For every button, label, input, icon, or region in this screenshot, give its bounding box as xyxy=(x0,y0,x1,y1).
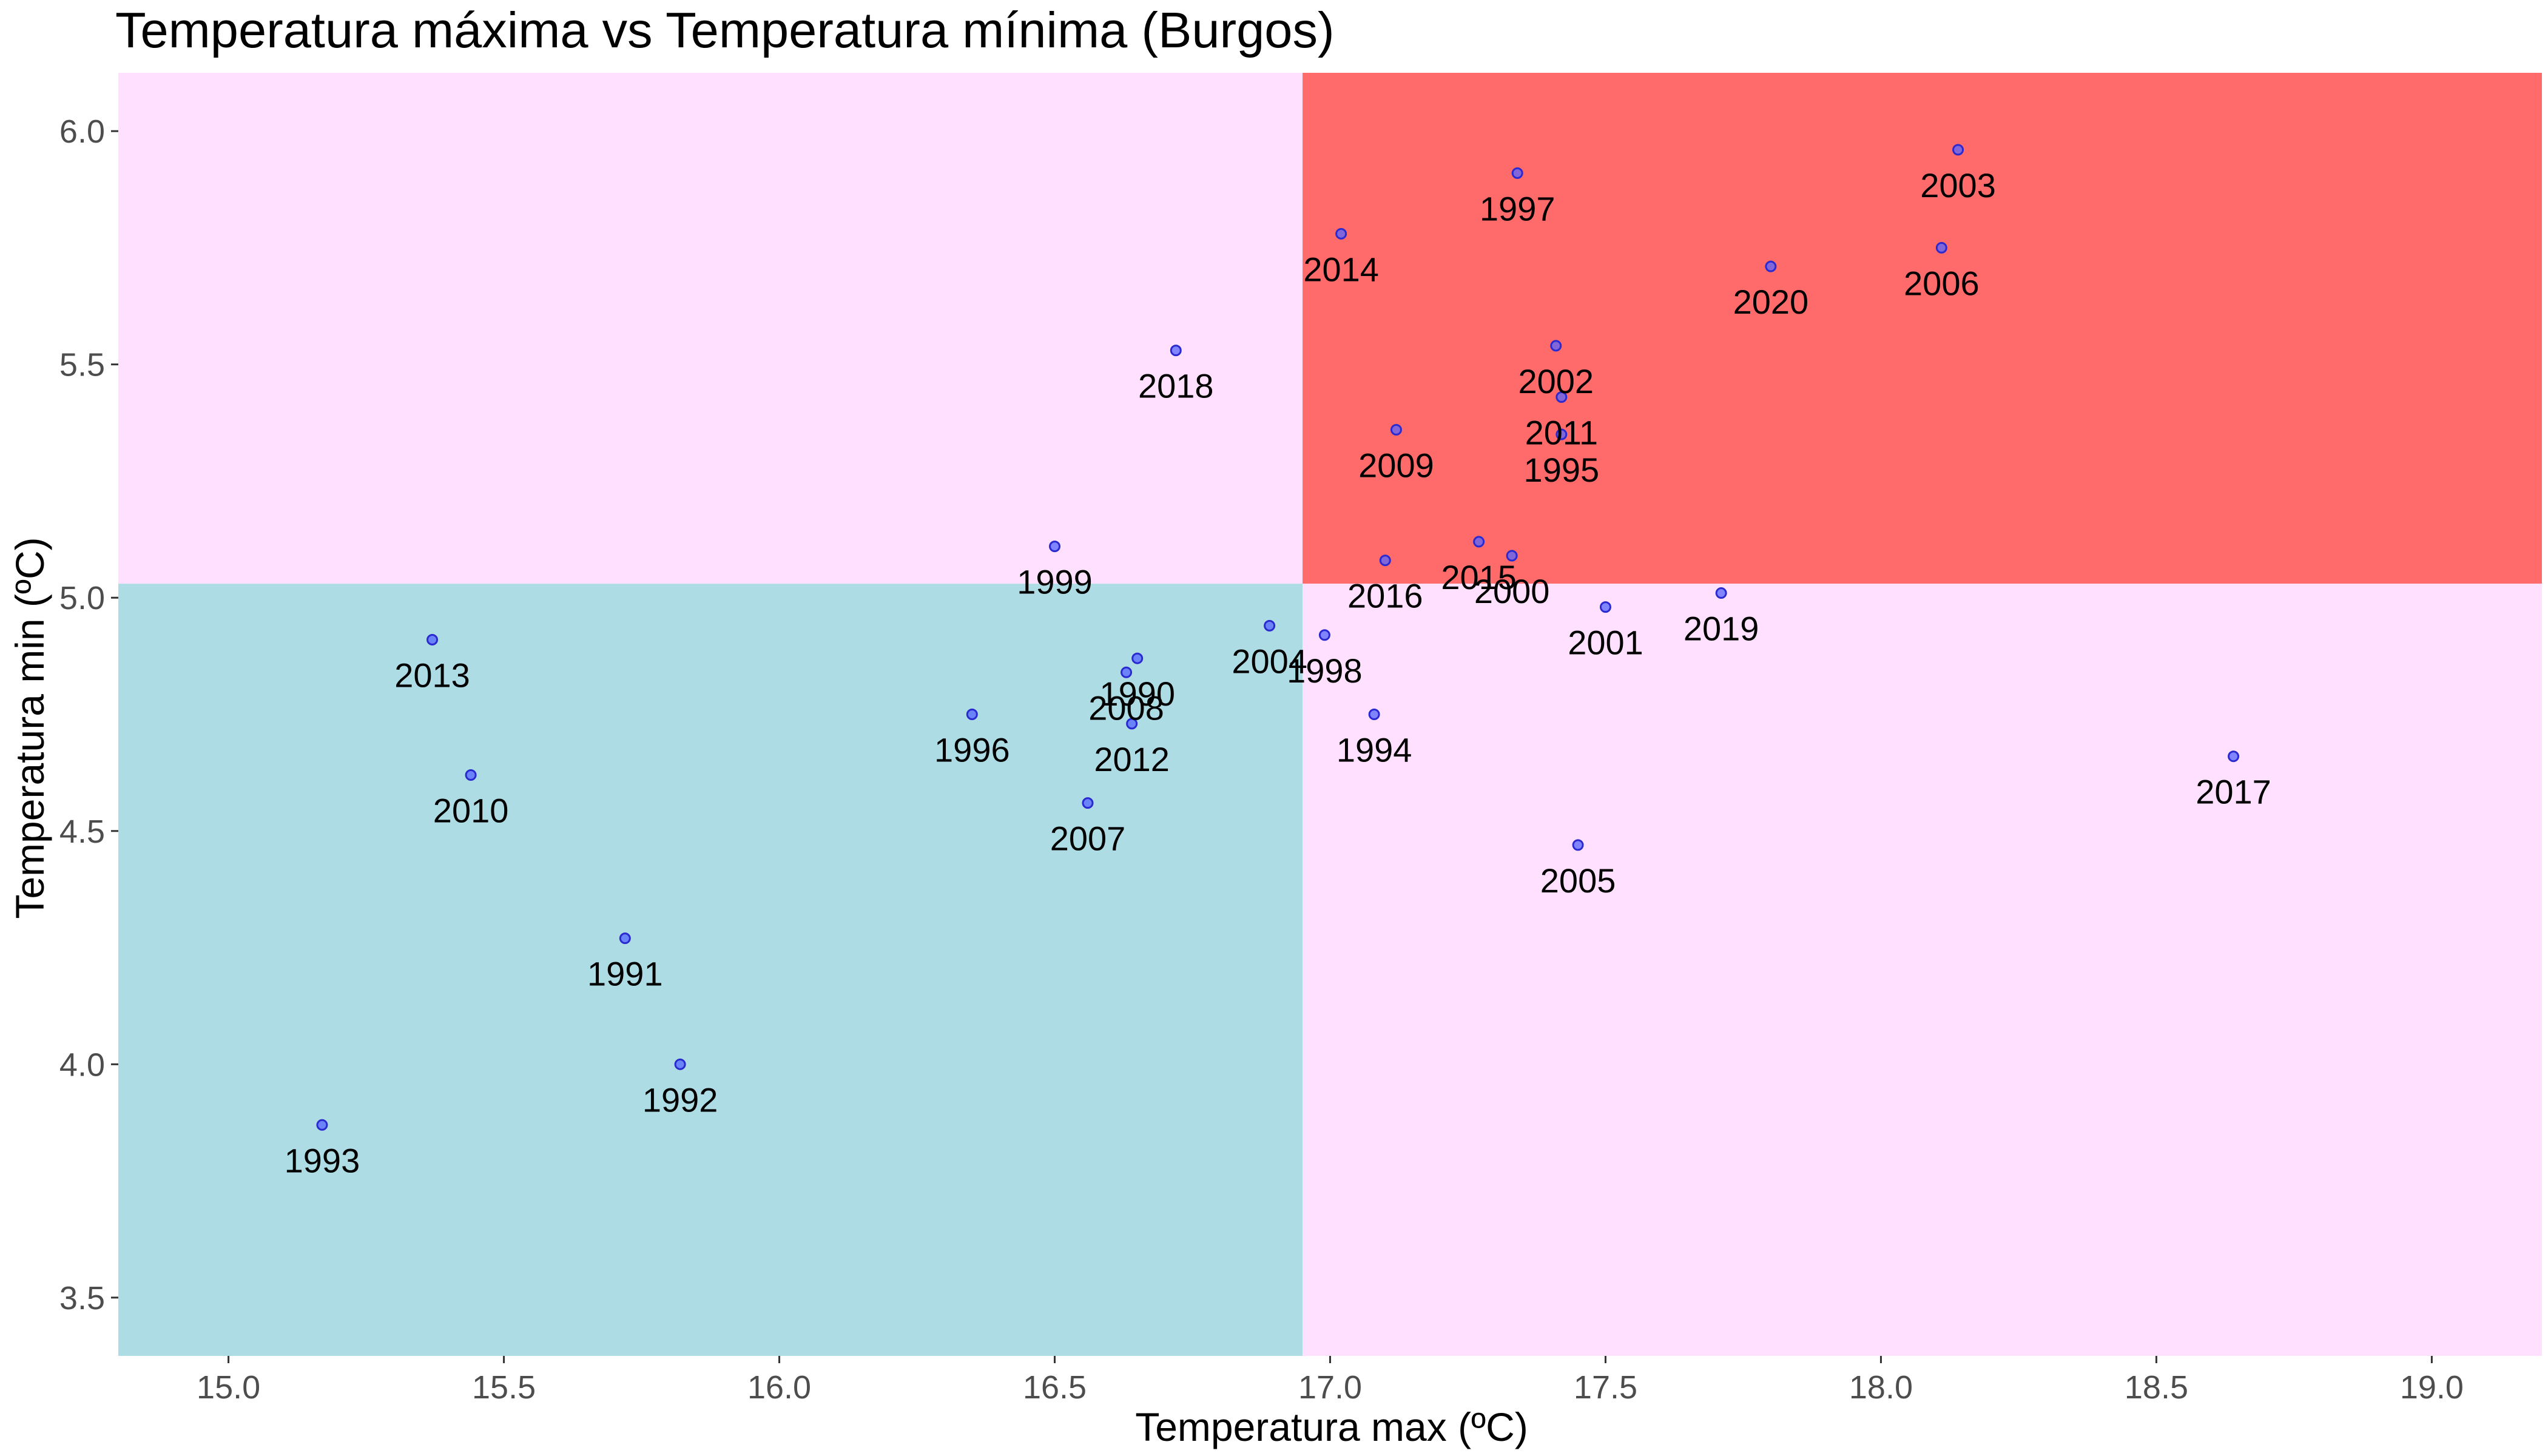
quadrant-high-max-low-min xyxy=(1303,584,2542,1356)
point-labels: 1990 1991 1992 1993 1994 1995 1996 1997 1998 1999… xyxy=(285,166,2271,1179)
x-tick-label: 15.5 xyxy=(472,1369,536,1406)
x-tick-label: 16.0 xyxy=(747,1369,811,1406)
point-label-2001: 2001 xyxy=(1568,624,1643,662)
data-point-2001 xyxy=(1599,601,1611,613)
point-label-2018: 2018 xyxy=(1138,367,1214,405)
data-point-2005 xyxy=(1572,839,1584,851)
point-label-1994: 1994 xyxy=(1336,731,1412,769)
y-tick-label: 3.5 xyxy=(59,1280,105,1316)
quadrant-high-min-low-max xyxy=(118,73,1303,584)
data-points xyxy=(316,144,2240,1131)
plot-panel xyxy=(118,73,2542,1356)
point-label-2007: 2007 xyxy=(1050,820,1126,858)
point-label-2000: 2000 xyxy=(1474,572,1550,610)
data-point-2020 xyxy=(1765,260,1777,272)
point-label-1996: 1996 xyxy=(934,731,1010,769)
point-label-1997: 1997 xyxy=(1480,189,1555,228)
data-point-2002 xyxy=(1550,340,1562,352)
point-label-2013: 2013 xyxy=(394,656,470,694)
data-point-1991 xyxy=(619,932,631,945)
data-point-2018 xyxy=(1170,345,1182,357)
x-tick-label: 15.0 xyxy=(197,1369,260,1406)
data-point-2003 xyxy=(1952,144,1964,156)
y-tick-label: 4.5 xyxy=(59,814,105,850)
data-point-2011 xyxy=(1555,391,1568,403)
quadrant-low-max-low-min xyxy=(118,584,1303,1356)
x-tick-label: 16.5 xyxy=(1023,1369,1087,1406)
data-point-1996 xyxy=(966,709,978,720)
x-tick-label: 17.0 xyxy=(1298,1369,1362,1406)
y-tick-label: 5.5 xyxy=(59,347,105,383)
data-point-2017 xyxy=(2228,750,2240,763)
data-point-1994 xyxy=(1368,709,1380,720)
y-axis: 3.5 4.0 4.5 5.0 5.5 6.0 xyxy=(59,113,118,1316)
y-tick-label: 5.0 xyxy=(59,580,105,616)
data-point-2012 xyxy=(1126,718,1138,730)
data-point-2010 xyxy=(465,769,477,781)
point-label-1999: 1999 xyxy=(1017,563,1093,601)
point-label-1990: 1990 xyxy=(1099,675,1175,713)
data-point-2006 xyxy=(1935,241,1947,254)
point-label-2010: 2010 xyxy=(433,791,509,829)
point-label-2012: 2012 xyxy=(1094,740,1170,778)
data-point-2013 xyxy=(426,633,439,645)
point-label-2002: 2002 xyxy=(1518,362,1594,400)
point-label-2006: 2006 xyxy=(1904,264,1980,302)
point-label-2017: 2017 xyxy=(2196,773,2271,811)
y-axis-title: Temperatura min (ºC) xyxy=(7,537,52,918)
x-tick-label: 18.0 xyxy=(1849,1369,1913,1406)
x-axis: 15.0 15.5 16.0 16.5 17.0 17.5 18.0 18.5 19.0 xyxy=(197,1356,2464,1406)
data-point-2019 xyxy=(1715,587,1727,599)
point-label-2003: 2003 xyxy=(1920,166,1996,204)
data-point-1997 xyxy=(1511,167,1523,179)
x-axis-title: Temperatura max (ºC) xyxy=(1135,1404,1528,1449)
point-label-2004: 2004 xyxy=(1232,642,1307,680)
y-tick-label: 6.0 xyxy=(59,113,105,150)
x-tick-label: 19.0 xyxy=(2400,1369,2464,1406)
x-tick-label: 18.5 xyxy=(2125,1369,2188,1406)
point-label-2019: 2019 xyxy=(1684,610,1759,648)
data-point-1999 xyxy=(1049,541,1061,553)
quadrant-high-max-high-min xyxy=(1303,73,2542,584)
data-point-2009 xyxy=(1390,423,1402,436)
point-label-1998: 1998 xyxy=(1287,652,1363,690)
data-point-2015 xyxy=(1473,536,1485,548)
data-point-2007 xyxy=(1082,797,1094,809)
point-label-1993: 1993 xyxy=(285,1141,360,1179)
point-label-2009: 2009 xyxy=(1358,446,1434,484)
data-point-1993 xyxy=(316,1119,328,1131)
data-point-2008 xyxy=(1121,666,1133,678)
point-label-2020: 2020 xyxy=(1733,283,1809,321)
point-label-1991: 1991 xyxy=(587,955,663,993)
point-label-2014: 2014 xyxy=(1303,250,1379,288)
data-point-2014 xyxy=(1335,228,1347,240)
data-point-2016 xyxy=(1379,554,1391,567)
data-point-1998 xyxy=(1318,629,1330,641)
point-label-2011: 2011 xyxy=(1525,414,1598,452)
point-label-1992: 1992 xyxy=(642,1080,718,1119)
chart-title: Temperatura máxima vs Temperatura mínima… xyxy=(115,2,1335,58)
data-point-1995 xyxy=(1555,428,1568,440)
point-label-2008: 2008 xyxy=(1088,689,1164,727)
data-point-1990 xyxy=(1131,652,1144,664)
data-point-1992 xyxy=(674,1058,686,1070)
data-point-2004 xyxy=(1264,619,1276,632)
x-tick-label: 17.5 xyxy=(1574,1369,1637,1406)
y-tick-label: 4.0 xyxy=(59,1046,105,1083)
data-point-2000 xyxy=(1506,550,1518,562)
point-label-1995: 1995 xyxy=(1524,451,1600,489)
point-label-2015: 2015 xyxy=(1441,558,1517,596)
point-label-2016: 2016 xyxy=(1347,577,1423,615)
point-label-2005: 2005 xyxy=(1540,861,1616,900)
